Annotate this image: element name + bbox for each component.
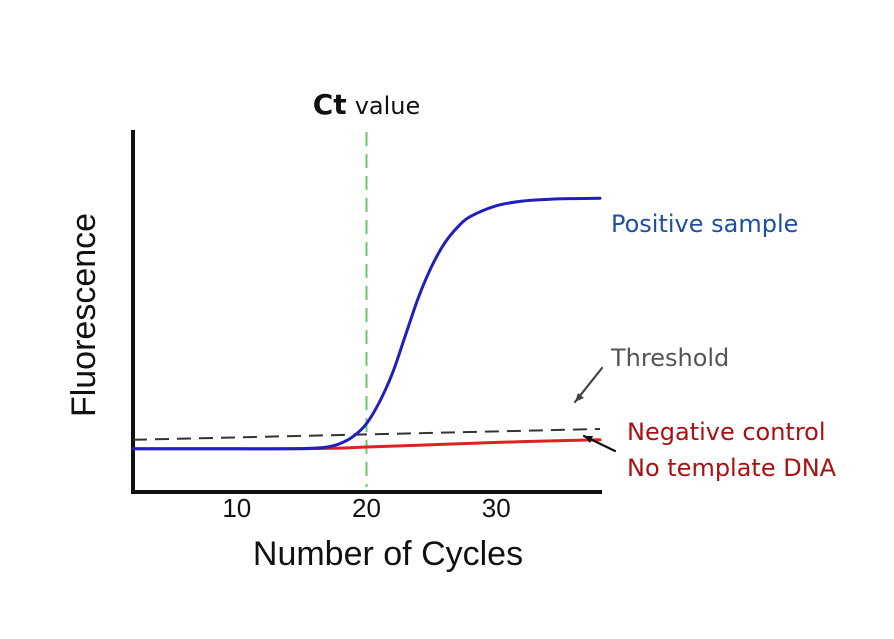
negative-control-arrow-head bbox=[584, 436, 593, 443]
threshold-label: Threshold bbox=[610, 344, 729, 372]
positive-sample-line bbox=[131, 196, 602, 451]
ct-light-text: value bbox=[355, 92, 421, 120]
x-tick-label-2: 20 bbox=[352, 493, 381, 523]
threshold-line bbox=[132, 428, 601, 441]
threshold-arrow-head bbox=[575, 393, 584, 402]
ct-strong-text: Ct bbox=[313, 88, 347, 121]
negative-control-label: Negative control bbox=[627, 418, 826, 446]
positive-sample-label: Positive sample bbox=[611, 210, 798, 238]
x-axis-label: Number of Cycles bbox=[253, 535, 523, 573]
x-tick-label-1: 10 bbox=[222, 493, 251, 523]
ct-value-label: Ct value bbox=[313, 88, 421, 121]
no-template-label: No template DNA bbox=[627, 454, 837, 482]
y-axis-label: Fluorescence bbox=[65, 213, 103, 417]
x-tick-label-3: 30 bbox=[482, 493, 511, 523]
